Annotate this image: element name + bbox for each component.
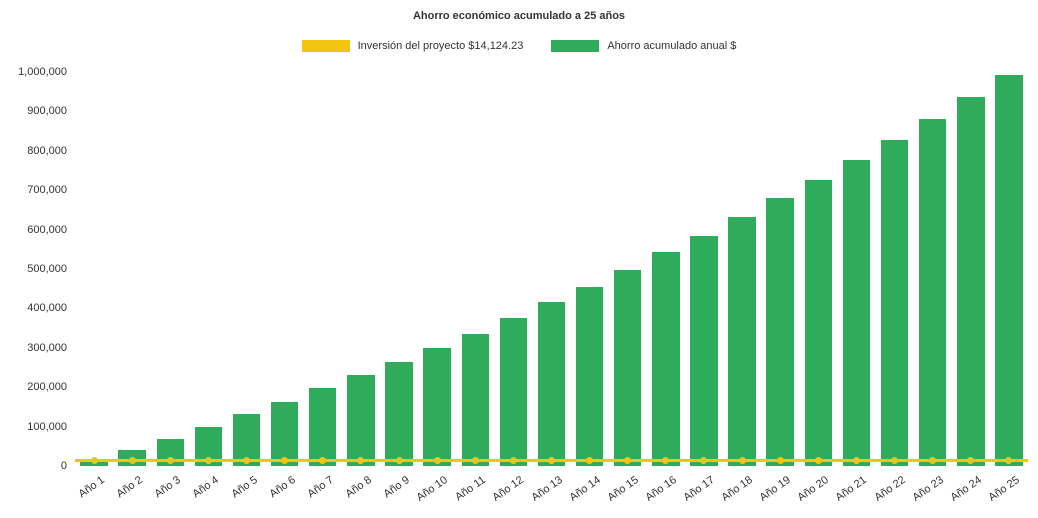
- y-axis-label: 900,000: [27, 105, 67, 118]
- investment-marker[interactable]: [166, 456, 174, 464]
- investment-marker[interactable]: [128, 456, 136, 464]
- investment-marker[interactable]: [814, 456, 822, 464]
- investment-marker[interactable]: [204, 456, 212, 464]
- investment-marker[interactable]: [90, 456, 98, 464]
- investment-marker[interactable]: [967, 456, 975, 464]
- y-axis-label: 500,000: [27, 263, 67, 275]
- bar-año-25[interactable]: [995, 74, 1023, 466]
- legend-swatch-savings: [551, 40, 600, 52]
- bar-año-16[interactable]: [652, 252, 680, 466]
- investment-marker[interactable]: [738, 456, 746, 464]
- y-axis-label: 1,000,000: [18, 66, 67, 78]
- legend-label-investment: Inversión del proyecto $14,124.23: [357, 40, 524, 52]
- bar-año-15[interactable]: [614, 269, 642, 466]
- legend-item-savings[interactable]: Ahorro acumulado anual $: [551, 40, 736, 52]
- investment-marker[interactable]: [891, 456, 899, 464]
- legend: Inversión del proyecto $14,124.23 Ahorro…: [0, 40, 1038, 52]
- investment-marker[interactable]: [700, 456, 708, 464]
- investment-marker[interactable]: [243, 456, 251, 464]
- legend-label-savings: Ahorro acumulado anual $: [607, 40, 737, 52]
- chart-title: Ahorro económico acumulado a 25 años: [412, 10, 626, 22]
- y-axis-label: 600,000: [27, 223, 67, 236]
- y-axis-label: 300,000: [27, 341, 67, 354]
- bar-año-9[interactable]: [385, 361, 413, 466]
- investment-marker[interactable]: [624, 456, 632, 464]
- bar-año-12[interactable]: [499, 317, 528, 466]
- legend-swatch-investment: [301, 40, 350, 52]
- y-axis-label: 100,000: [27, 420, 67, 433]
- bar-año-18[interactable]: [728, 217, 756, 466]
- y-axis-label: 0: [60, 460, 67, 472]
- investment-marker[interactable]: [662, 456, 670, 464]
- bar-año-6[interactable]: [270, 401, 299, 466]
- bar-año-20[interactable]: [804, 179, 833, 466]
- investment-marker[interactable]: [509, 456, 517, 464]
- investment-marker[interactable]: [776, 456, 784, 464]
- legend-item-investment[interactable]: Inversión del proyecto $14,124.23: [301, 40, 524, 52]
- investment-marker[interactable]: [471, 456, 479, 464]
- investment-marker[interactable]: [929, 456, 937, 464]
- bar-año-19[interactable]: [766, 198, 794, 466]
- investment-marker[interactable]: [548, 456, 555, 464]
- investment-marker[interactable]: [395, 456, 403, 464]
- y-axis-label: 700,000: [27, 184, 67, 197]
- y-axis-label: 400,000: [27, 302, 67, 315]
- bar-año-17[interactable]: [690, 235, 718, 466]
- bar-año-23[interactable]: [918, 119, 947, 466]
- bar-año-21[interactable]: [842, 160, 871, 466]
- investment-marker[interactable]: [852, 456, 860, 464]
- bar-año-24[interactable]: [957, 97, 985, 466]
- y-axis-label: 800,000: [27, 144, 67, 157]
- investment-marker[interactable]: [281, 456, 289, 464]
- bar-año-10[interactable]: [423, 347, 451, 466]
- investment-marker[interactable]: [1005, 456, 1013, 464]
- y-axis-label: 200,000: [27, 381, 67, 394]
- investment-marker[interactable]: [319, 456, 327, 464]
- investment-marker[interactable]: [586, 456, 594, 464]
- bar-año-11[interactable]: [461, 333, 489, 466]
- investment-marker[interactable]: [433, 456, 441, 464]
- investment-marker[interactable]: [357, 456, 365, 464]
- bar-año-7[interactable]: [309, 388, 337, 466]
- bar-año-13[interactable]: [537, 302, 566, 466]
- bar-año-22[interactable]: [880, 140, 909, 466]
- bar-año-8[interactable]: [347, 374, 375, 466]
- bar-año-14[interactable]: [575, 286, 604, 466]
